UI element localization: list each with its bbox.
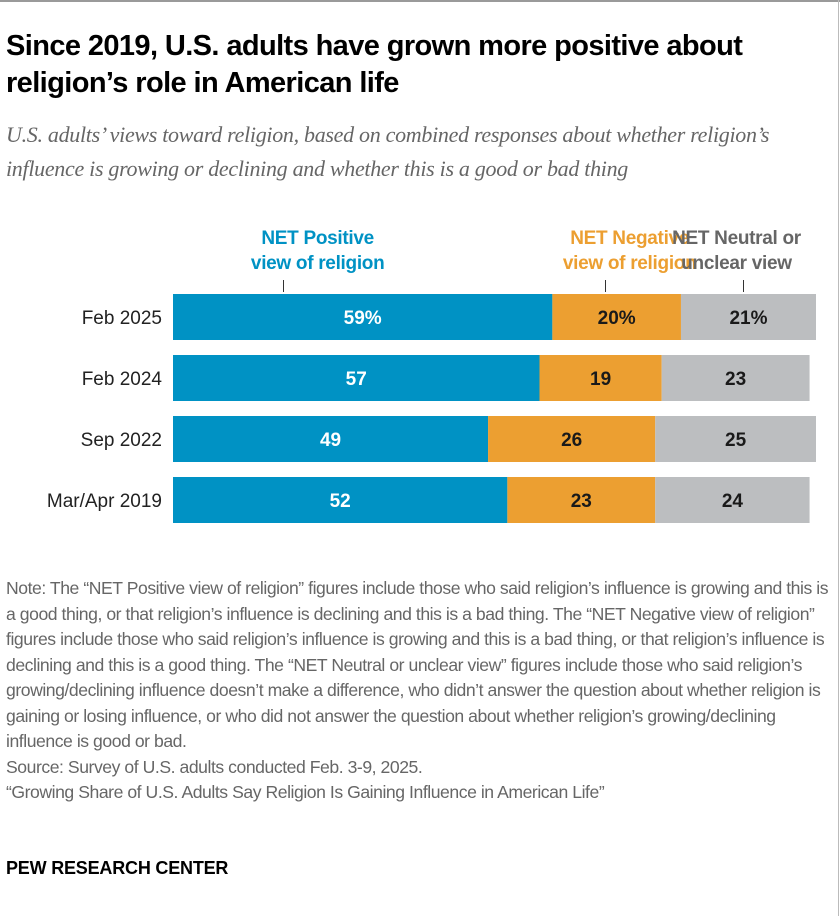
frame-border-top: [0, 0, 840, 2]
bar-segment: [173, 477, 508, 523]
chart-subtitle: U.S. adults’ views toward religion, base…: [6, 122, 770, 181]
data-label: 23: [571, 491, 592, 512]
bar-segment: [539, 355, 662, 401]
note-block: Note: The “NET Positive view of religion…: [6, 576, 836, 806]
bar-segment: [173, 355, 540, 401]
legend-entry: NET Neutral or unclear view: [636, 226, 836, 276]
data-label: 21%: [729, 308, 767, 329]
bar-segment: [655, 477, 810, 523]
chart-title: Since 2019, U.S. adults have grown more …: [6, 30, 743, 99]
category-label: Feb 2025: [82, 308, 162, 329]
source-text: Source: Survey of U.S. adults conducted …: [6, 756, 423, 777]
data-label: 24: [722, 491, 744, 512]
legend-label: view of religion: [562, 253, 697, 274]
bar-segment: [488, 416, 656, 462]
bar-segment: [507, 477, 656, 523]
legend-label: NET Neutral or: [672, 228, 801, 249]
frame-border-right: [838, 0, 839, 916]
bar-segment: [680, 294, 816, 340]
bar-segment: [173, 294, 553, 340]
category-label: Mar/Apr 2019: [47, 491, 162, 512]
data-label: 19: [590, 369, 611, 390]
legend-leader-line: [283, 280, 284, 292]
bar-segment: [661, 355, 810, 401]
data-label: 20%: [598, 308, 636, 329]
legend-entry: NET Negative view of religion: [530, 226, 730, 276]
bar-segment: [552, 294, 681, 340]
legend-leader-line: [605, 280, 606, 292]
data-label: 57: [346, 369, 367, 390]
data-label: 23: [725, 369, 746, 390]
legend-leader-line: [743, 280, 744, 292]
legend-label: view of religion: [250, 253, 385, 274]
report-title-text: “Growing Share of U.S. Adults Say Religi…: [6, 782, 605, 802]
note-text: Note: The “NET Positive view of religion…: [6, 578, 829, 751]
stacked-bar-chart: Feb 2025 59% 20% 21% Feb 2024 57 19 23 Sep 2022 4…: [47, 294, 816, 523]
bar-segment: [655, 416, 816, 462]
data-label: 49: [320, 430, 341, 451]
category-label: Sep 2022: [81, 430, 162, 451]
legend-entry: NET Positive view of religion: [218, 226, 418, 276]
bar-segment: [173, 416, 489, 462]
pew-logo: PEW RESEARCH CENTER: [6, 858, 229, 878]
category-label: Feb 2024: [82, 369, 163, 390]
legend-label: unclear view: [681, 253, 792, 274]
data-label: 59%: [344, 308, 382, 329]
legend-label: NET Negative: [570, 228, 690, 249]
data-label: 26: [561, 430, 582, 451]
legend-label: NET Positive: [261, 228, 374, 249]
data-label: 25: [725, 430, 747, 451]
data-label: 52: [330, 491, 351, 512]
